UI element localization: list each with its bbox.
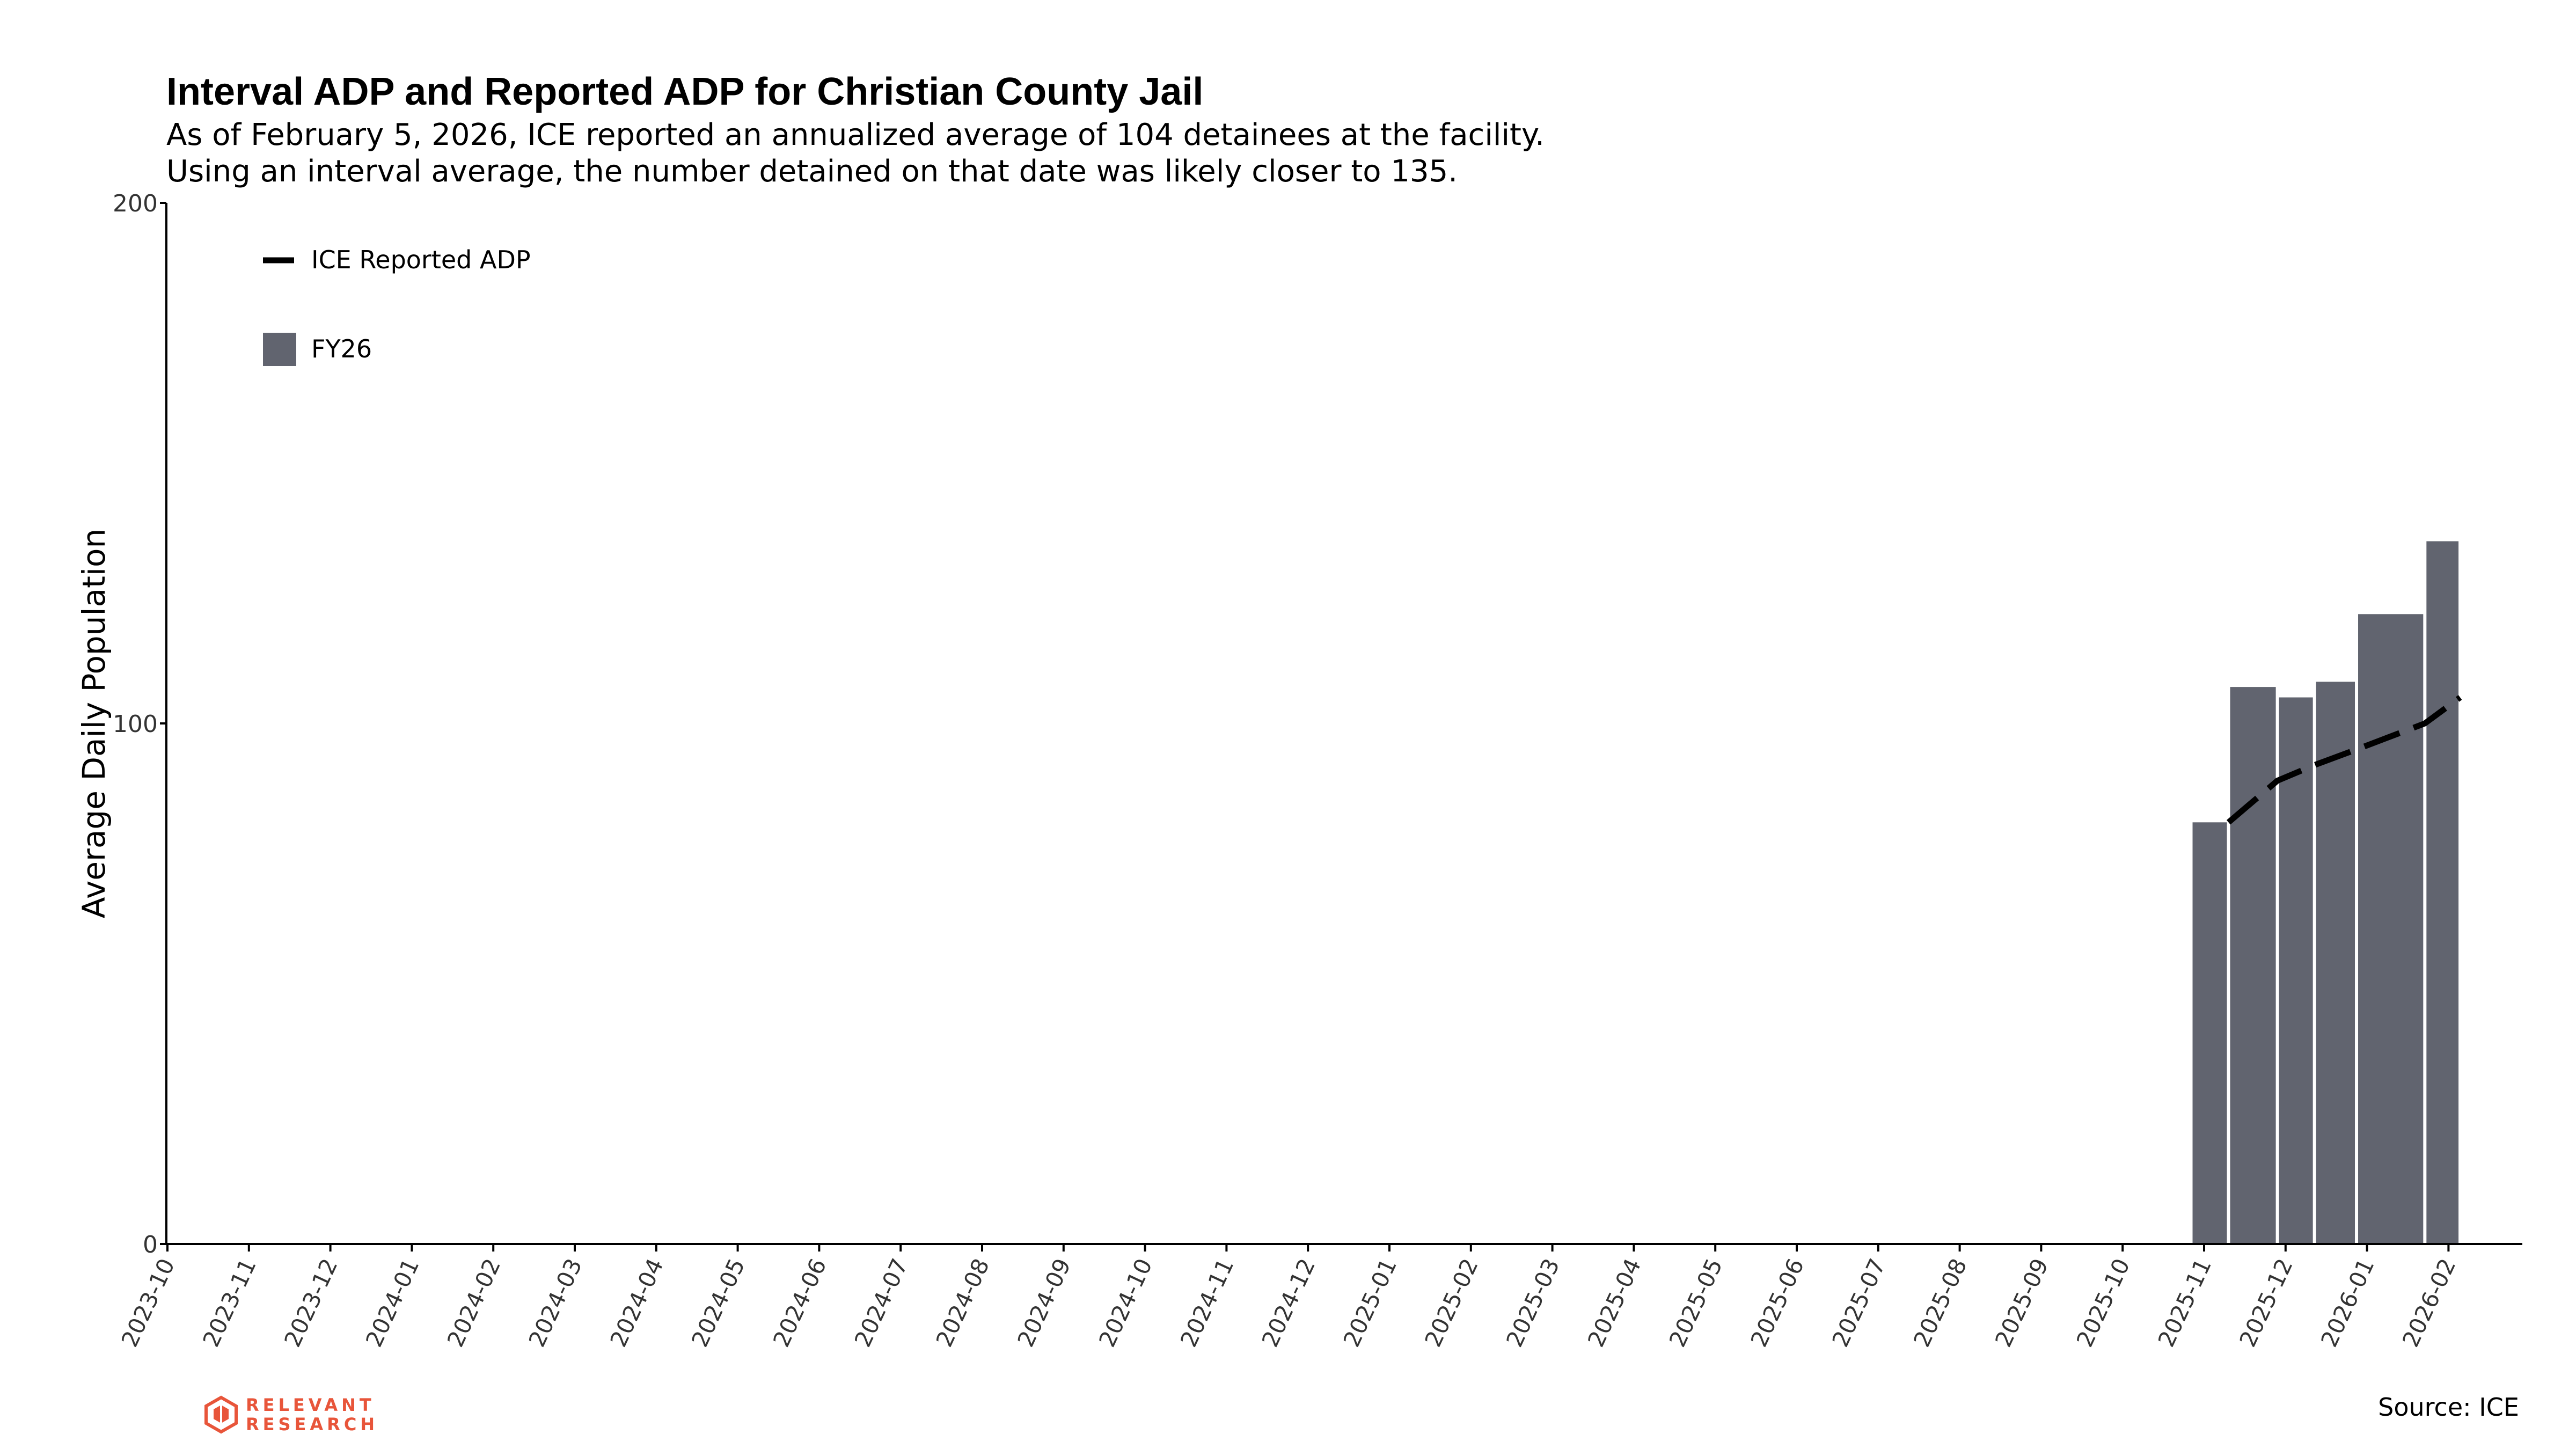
bar-0 bbox=[2192, 822, 2227, 1244]
x-tick-label-10: 2024-08 bbox=[931, 1255, 994, 1351]
x-tick-label-14: 2024-12 bbox=[1257, 1255, 1321, 1351]
x-tick-label-2: 2023-12 bbox=[279, 1255, 343, 1351]
x-tick-label-27: 2026-01 bbox=[2316, 1255, 2380, 1351]
x-tick-label-17: 2025-03 bbox=[1501, 1255, 1565, 1351]
x-tick-label-15: 2025-01 bbox=[1338, 1255, 1402, 1351]
legend-bar-swatch bbox=[263, 333, 296, 366]
x-tick-label-1: 2023-11 bbox=[197, 1255, 261, 1351]
x-tick-label-5: 2024-03 bbox=[523, 1255, 587, 1351]
bars-layer bbox=[2192, 541, 2459, 1244]
subtitle-line-1: As of February 5, 2026, ICE reported an … bbox=[166, 118, 1545, 152]
x-tick-label-20: 2025-06 bbox=[1745, 1255, 1809, 1351]
bar-5 bbox=[2426, 541, 2459, 1244]
legend-label-line: ICE Reported ADP bbox=[311, 245, 531, 274]
x-tick-label-4: 2024-02 bbox=[442, 1255, 506, 1351]
x-tick-label-8: 2024-06 bbox=[768, 1255, 832, 1351]
bar-3 bbox=[2316, 682, 2355, 1244]
bar-1 bbox=[2230, 687, 2276, 1244]
x-tick-label-24: 2025-10 bbox=[2072, 1255, 2135, 1351]
x-tick-label-9: 2024-07 bbox=[850, 1255, 913, 1351]
bar-4 bbox=[2358, 614, 2424, 1244]
y-tick-label-0: 0 bbox=[143, 1231, 158, 1258]
brand-logo: RELEVANT RESEARCH bbox=[204, 1395, 378, 1434]
x-tick-label-21: 2025-07 bbox=[1827, 1255, 1891, 1351]
x-tick-label-19: 2025-05 bbox=[1664, 1255, 1728, 1351]
x-tick-label-23: 2025-09 bbox=[1990, 1255, 2054, 1351]
x-tick-label-16: 2025-02 bbox=[1419, 1255, 1483, 1351]
x-tick-label-28: 2026-02 bbox=[2397, 1255, 2461, 1351]
x-tick-label-11: 2024-09 bbox=[1012, 1255, 1076, 1351]
x-tick-label-22: 2025-08 bbox=[1908, 1255, 1972, 1351]
legend: ICE Reported ADP FY26 bbox=[263, 245, 531, 366]
line-layer bbox=[2226, 695, 2462, 825]
hexagon-logo-icon bbox=[204, 1395, 238, 1434]
x-tick-label-0: 2023-10 bbox=[116, 1255, 180, 1351]
x-tick-label-12: 2024-10 bbox=[1094, 1255, 1158, 1351]
x-tick-label-13: 2024-11 bbox=[1175, 1255, 1239, 1351]
source-note: Source: ICE bbox=[2378, 1393, 2519, 1422]
x-tick-label-25: 2025-11 bbox=[2153, 1255, 2216, 1351]
bar-2 bbox=[2279, 697, 2313, 1244]
axes-layer: 0 100 200 Average Daily Population 2023-10 20… bbox=[76, 190, 2522, 1351]
x-tick-label-26: 2025-12 bbox=[2234, 1255, 2298, 1351]
x-tick-label-7: 2024-05 bbox=[686, 1255, 750, 1351]
reported-adp-line bbox=[2226, 695, 2462, 825]
chart-subtitle: As of February 5, 2026, ICE reported an … bbox=[166, 117, 1545, 190]
y-axis-label: Average Daily Population bbox=[76, 529, 112, 919]
legend-label-bars: FY26 bbox=[311, 334, 372, 363]
logo-line-2: RESEARCH bbox=[246, 1414, 379, 1435]
y-tick-label-2: 200 bbox=[113, 190, 158, 217]
chart-title: Interval ADP and Reported ADP for Christ… bbox=[166, 70, 1204, 113]
x-tick-label-3: 2024-01 bbox=[361, 1255, 425, 1351]
x-tick-label-6: 2024-04 bbox=[605, 1255, 669, 1351]
subtitle-line-2: Using an interval average, the number de… bbox=[166, 154, 1458, 189]
y-tick-label-1: 100 bbox=[113, 711, 158, 738]
logo-line-1: RELEVANT bbox=[246, 1395, 375, 1415]
x-tick-label-18: 2025-04 bbox=[1583, 1255, 1646, 1351]
